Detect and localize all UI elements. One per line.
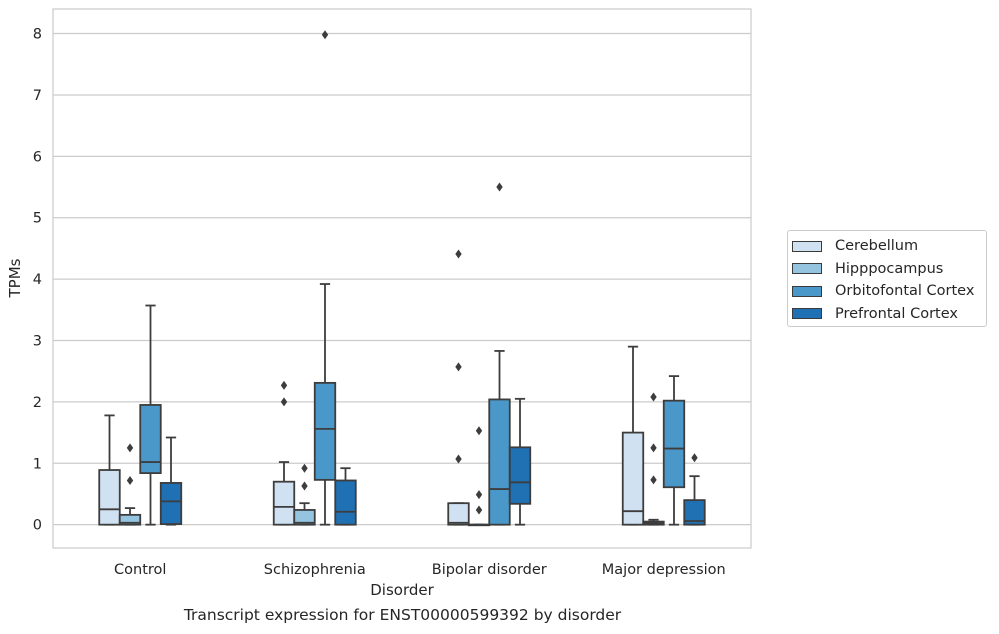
box-iqr [508,446,532,505]
x-tick-label: Major depression [602,562,726,578]
legend-swatch [792,263,822,275]
box-prefrontal-cortex [159,436,183,526]
outlier-point [280,397,288,407]
outlier-point [126,475,134,485]
outlier-point [301,481,308,491]
box-iqr [662,399,686,489]
y-tick-label: 0 [33,518,42,534]
legend-item: Cerebellum [792,235,986,258]
box-plot-marks [98,30,706,527]
outlier-point [126,443,134,453]
box-orbitofontal-cortex [313,30,337,526]
outlier-point [455,362,462,372]
outlier-point [475,490,483,500]
box-prefrontal-cortex [683,453,706,526]
y-tick-label: 3 [33,334,42,350]
box-iqr [621,431,645,526]
box-iqr [98,469,121,526]
box-iqr [313,381,337,481]
x-tick-label: Schizophrenia [264,562,366,578]
box-cerebellum [447,249,470,526]
box-orbitofontal-cortex [488,182,511,526]
y-tick-label: 6 [33,149,42,165]
box-iqr [272,480,296,526]
box-iqr [683,499,706,526]
box-orbitofontal-cortex [139,304,162,526]
box-hipppocampus [118,443,142,526]
box-iqr [159,482,183,525]
legend-swatch [792,308,822,320]
box-cerebellum [272,380,296,526]
y-tick-labels: 0 1 2 3 4 5 6 7 8 [33,27,42,534]
legend-label: Prefrontal Cortex [835,305,958,322]
box-cerebellum [98,414,121,526]
box-iqr [118,513,142,526]
outlier-point [650,392,657,402]
outlier-point [475,505,483,515]
legend-item: Hipppocampus [792,258,986,281]
box-prefrontal-cortex [334,467,357,526]
box-cerebellum [621,345,645,526]
outlier-point [280,380,288,390]
plot-frame [52,8,752,549]
box-orbitofontal-cortex [662,375,686,526]
legend-swatch [792,285,822,297]
y-tick-label: 4 [33,272,42,288]
y-grid-lines [53,32,751,526]
outlier-point [321,30,329,40]
box-hipppocampus [642,392,665,526]
outlier-point [475,426,483,436]
outlier-point [301,463,308,473]
y-tick-label: 5 [33,211,42,227]
y-tick-label: 8 [33,27,42,43]
legend-item: Prefrontal Cortex [792,303,986,326]
box-iqr [488,398,511,526]
box-iqr [293,509,316,526]
outlier-point [650,475,657,485]
x-tick-label: Control [114,562,166,578]
outlier-point [455,249,462,259]
legend-label: Cerebellum [835,238,919,255]
outlier-point [455,454,462,464]
box-prefrontal-cortex [508,397,532,526]
outlier-point [650,443,657,453]
legend-item: Orbitofontal Cortex [792,280,986,303]
box-iqr [139,404,162,475]
x-tick-label: Bipolar disorder [432,562,547,578]
legend: Cerebellum Hipppocampus Orbitofontal Corte… [787,230,987,327]
box-hipppocampus [467,426,491,527]
y-axis-label: TPMs [6,258,24,298]
legend-label: Hipppocampus [835,260,944,277]
y-tick-label: 1 [33,456,42,472]
box-iqr [334,479,357,526]
outlier-point [496,182,503,192]
box-iqr [447,502,470,526]
x-tick-labels: Control Schizophrenia Bipolar disorder Majo… [114,562,726,578]
y-tick-label: 2 [33,395,42,411]
legend-swatch [792,240,822,252]
outlier-point [691,453,698,463]
y-tick-label: 7 [33,88,42,104]
legend-label: Orbitofontal Cortex [835,283,975,300]
chart-caption: Transcript expression for ENST0000059939… [183,606,622,624]
box-hipppocampus [293,463,316,526]
x-axis-label: Disorder [370,581,434,599]
